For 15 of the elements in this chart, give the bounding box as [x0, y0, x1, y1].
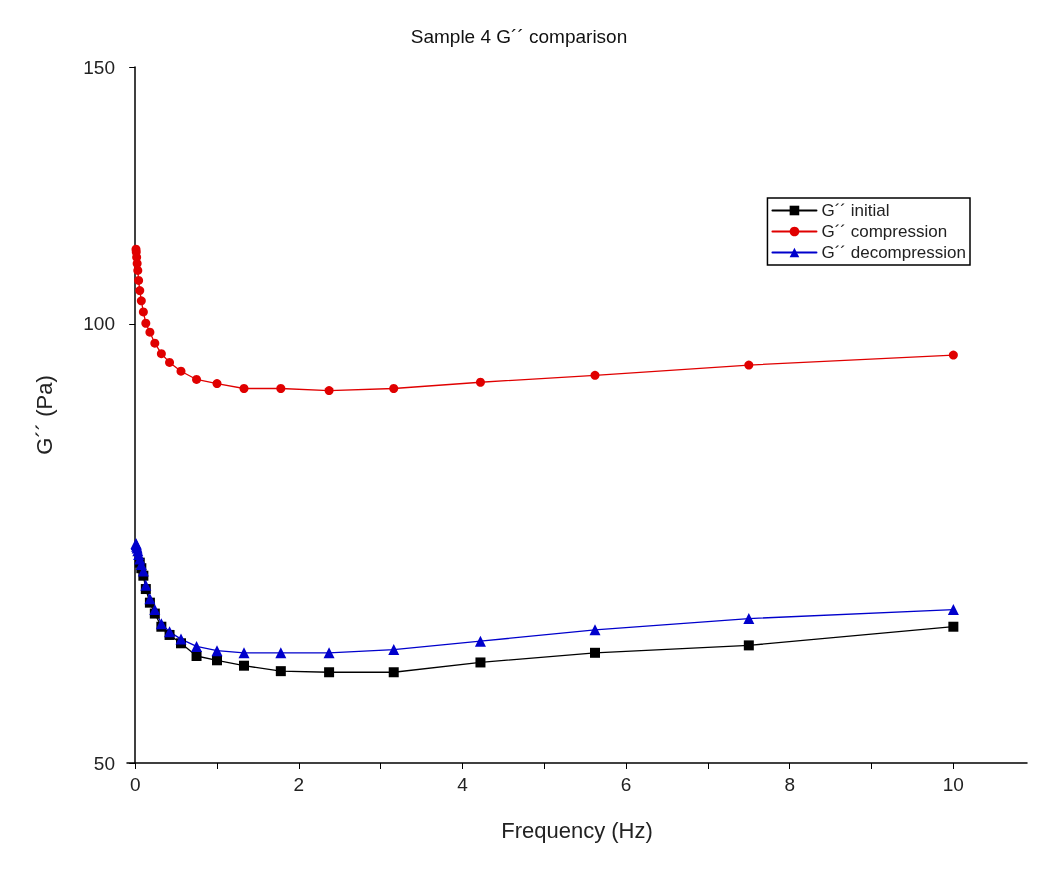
x-tick-label: 8 [784, 774, 796, 795]
y-tick-label: 100 [83, 313, 115, 335]
x-tick-label: 6 [620, 774, 632, 795]
x-tick-label: 10 [942, 774, 964, 795]
legend-label: G´´ decompression [821, 243, 967, 262]
y-axis-title: G´´ (Pa) [31, 375, 57, 455]
y-tick-label: 150 [83, 56, 115, 78]
legend-label: G´´ initial [821, 201, 890, 220]
x-tick-label: 4 [457, 774, 469, 795]
x-tick-label: 0 [129, 774, 141, 795]
x-axis-title: Frequency (Hz) [501, 817, 653, 843]
legend-label: G´´ compression [821, 222, 948, 241]
chart-title: Sample 4 G´´ comparison [410, 26, 628, 47]
x-tick-label: 2 [293, 774, 305, 795]
y-tick-label: 50 [93, 752, 115, 774]
